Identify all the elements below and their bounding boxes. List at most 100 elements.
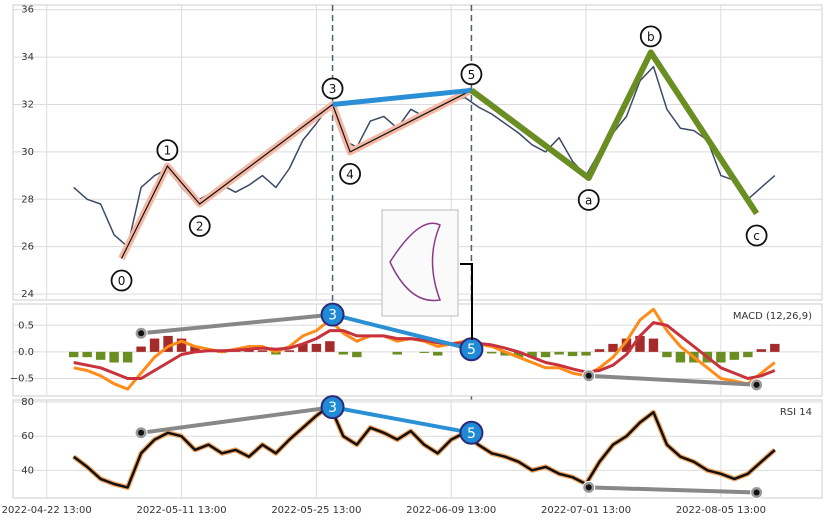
y-tick-label: 28 (21, 194, 34, 205)
panel-title: MACD (12,26,9) (733, 311, 812, 322)
histogram-bar (338, 351, 349, 355)
wave-label-circle (321, 77, 344, 100)
point-label-circle (320, 302, 345, 327)
histogram-bar (122, 351, 133, 363)
corrective-wave (469, 49, 760, 216)
wave-label-circle (460, 63, 483, 86)
wave-label-circle (188, 215, 211, 237)
divergence-dot-core (753, 489, 760, 496)
wave-label-circle (339, 163, 361, 185)
histogram-bar (770, 343, 780, 352)
panel-title: RSI 14 (780, 407, 812, 418)
histogram-bar (513, 351, 524, 358)
y-tick-label: 36 (21, 5, 34, 16)
wave-label-circle (156, 139, 179, 162)
histogram-bar (311, 343, 322, 352)
histogram-bar (648, 338, 659, 352)
divergence-line (140, 312, 333, 336)
y-tick-label: 26 (21, 242, 34, 253)
divergence-line (588, 373, 757, 387)
x-tick-label: 2022-07-01 13:00 (541, 505, 631, 516)
histogram-bar (352, 351, 362, 358)
y-tick-label: 30 (21, 147, 34, 158)
point-label: 3 (328, 400, 337, 416)
divergence-dot-core (585, 484, 592, 491)
y-tick-label: 40 (21, 465, 34, 476)
wave-label: b (647, 30, 655, 44)
divergence-line (332, 405, 472, 435)
histogram-bar (743, 351, 753, 358)
point-label-circle (320, 395, 345, 420)
histogram-bar (284, 350, 295, 352)
wave-label-circle (110, 269, 133, 292)
point-label: 3 (328, 308, 337, 324)
histogram-bar (109, 351, 119, 363)
histogram-bar (392, 351, 402, 355)
histogram-bar (190, 346, 200, 352)
y-tick-label: 32 (21, 100, 34, 111)
x-tick-label: 2022-05-25 13:00 (271, 505, 361, 516)
histogram-bar (675, 351, 686, 363)
y-tick-label: 34 (21, 52, 34, 63)
divergence-dot-core (585, 372, 592, 379)
y-tick-label: 24 (21, 289, 34, 300)
histogram-bar (486, 351, 497, 354)
histogram-bar (554, 351, 564, 355)
histogram-bar (716, 351, 726, 363)
point-label: 5 (467, 426, 476, 442)
wave-label: 4 (346, 167, 354, 181)
wave-label: 1 (164, 144, 172, 158)
divergence-dot-core (138, 429, 145, 436)
histogram-bar (594, 349, 605, 352)
impulse-wave-core (120, 89, 472, 259)
inset-drawing (389, 222, 442, 302)
wave-label-circle (639, 25, 662, 48)
panel (12, 399, 823, 499)
histogram-bar (325, 341, 335, 352)
y-tick-label: 0.0 (18, 347, 34, 358)
histogram-bar (729, 351, 740, 360)
wave-label-circle (577, 189, 600, 211)
wave-label: 0 (118, 274, 126, 288)
inset-pointer (460, 263, 473, 340)
histogram-bar (176, 338, 187, 352)
divergence-dot-core (753, 381, 760, 388)
histogram-bar (163, 335, 173, 352)
trend-line (332, 87, 472, 107)
histogram-bar (68, 351, 79, 358)
x-tick-label: 2022-05-11 13:00 (136, 505, 226, 516)
histogram-bar (567, 351, 578, 357)
histogram-bar (419, 351, 429, 353)
histogram-bar (500, 351, 510, 356)
divergence-dot-core (138, 330, 145, 337)
histogram-bar (136, 346, 146, 352)
wave-label: c (753, 229, 760, 243)
x-tick-label: 2022-04-22 13:00 (2, 505, 92, 516)
y-tick-label: −0.5 (10, 373, 34, 384)
histogram-bar (257, 350, 268, 352)
histogram-bar (298, 343, 308, 352)
wave-label-circle (745, 224, 768, 247)
inset-image (381, 209, 459, 317)
histogram-bar (149, 338, 160, 352)
histogram-bar (662, 351, 672, 358)
rsi-line (72, 404, 776, 489)
wave-label: 5 (468, 68, 476, 82)
wave-label: a (585, 193, 592, 207)
y-tick-label: 0.5 (18, 320, 34, 331)
histogram-bar (95, 351, 106, 360)
histogram-bar (756, 349, 767, 352)
macd-line (73, 321, 776, 380)
wave-label: 2 (196, 220, 204, 234)
x-tick-label: 2022-06-09 13:00 (406, 505, 496, 516)
histogram-bar (433, 351, 443, 356)
histogram-bar (621, 338, 632, 352)
histogram-bar (608, 343, 618, 352)
y-tick-label: 60 (21, 431, 34, 442)
point-label: 5 (467, 342, 476, 358)
histogram-bar (540, 351, 551, 358)
histogram-bar (82, 351, 92, 358)
divergence-line (140, 405, 333, 435)
divergence-line (332, 312, 472, 352)
